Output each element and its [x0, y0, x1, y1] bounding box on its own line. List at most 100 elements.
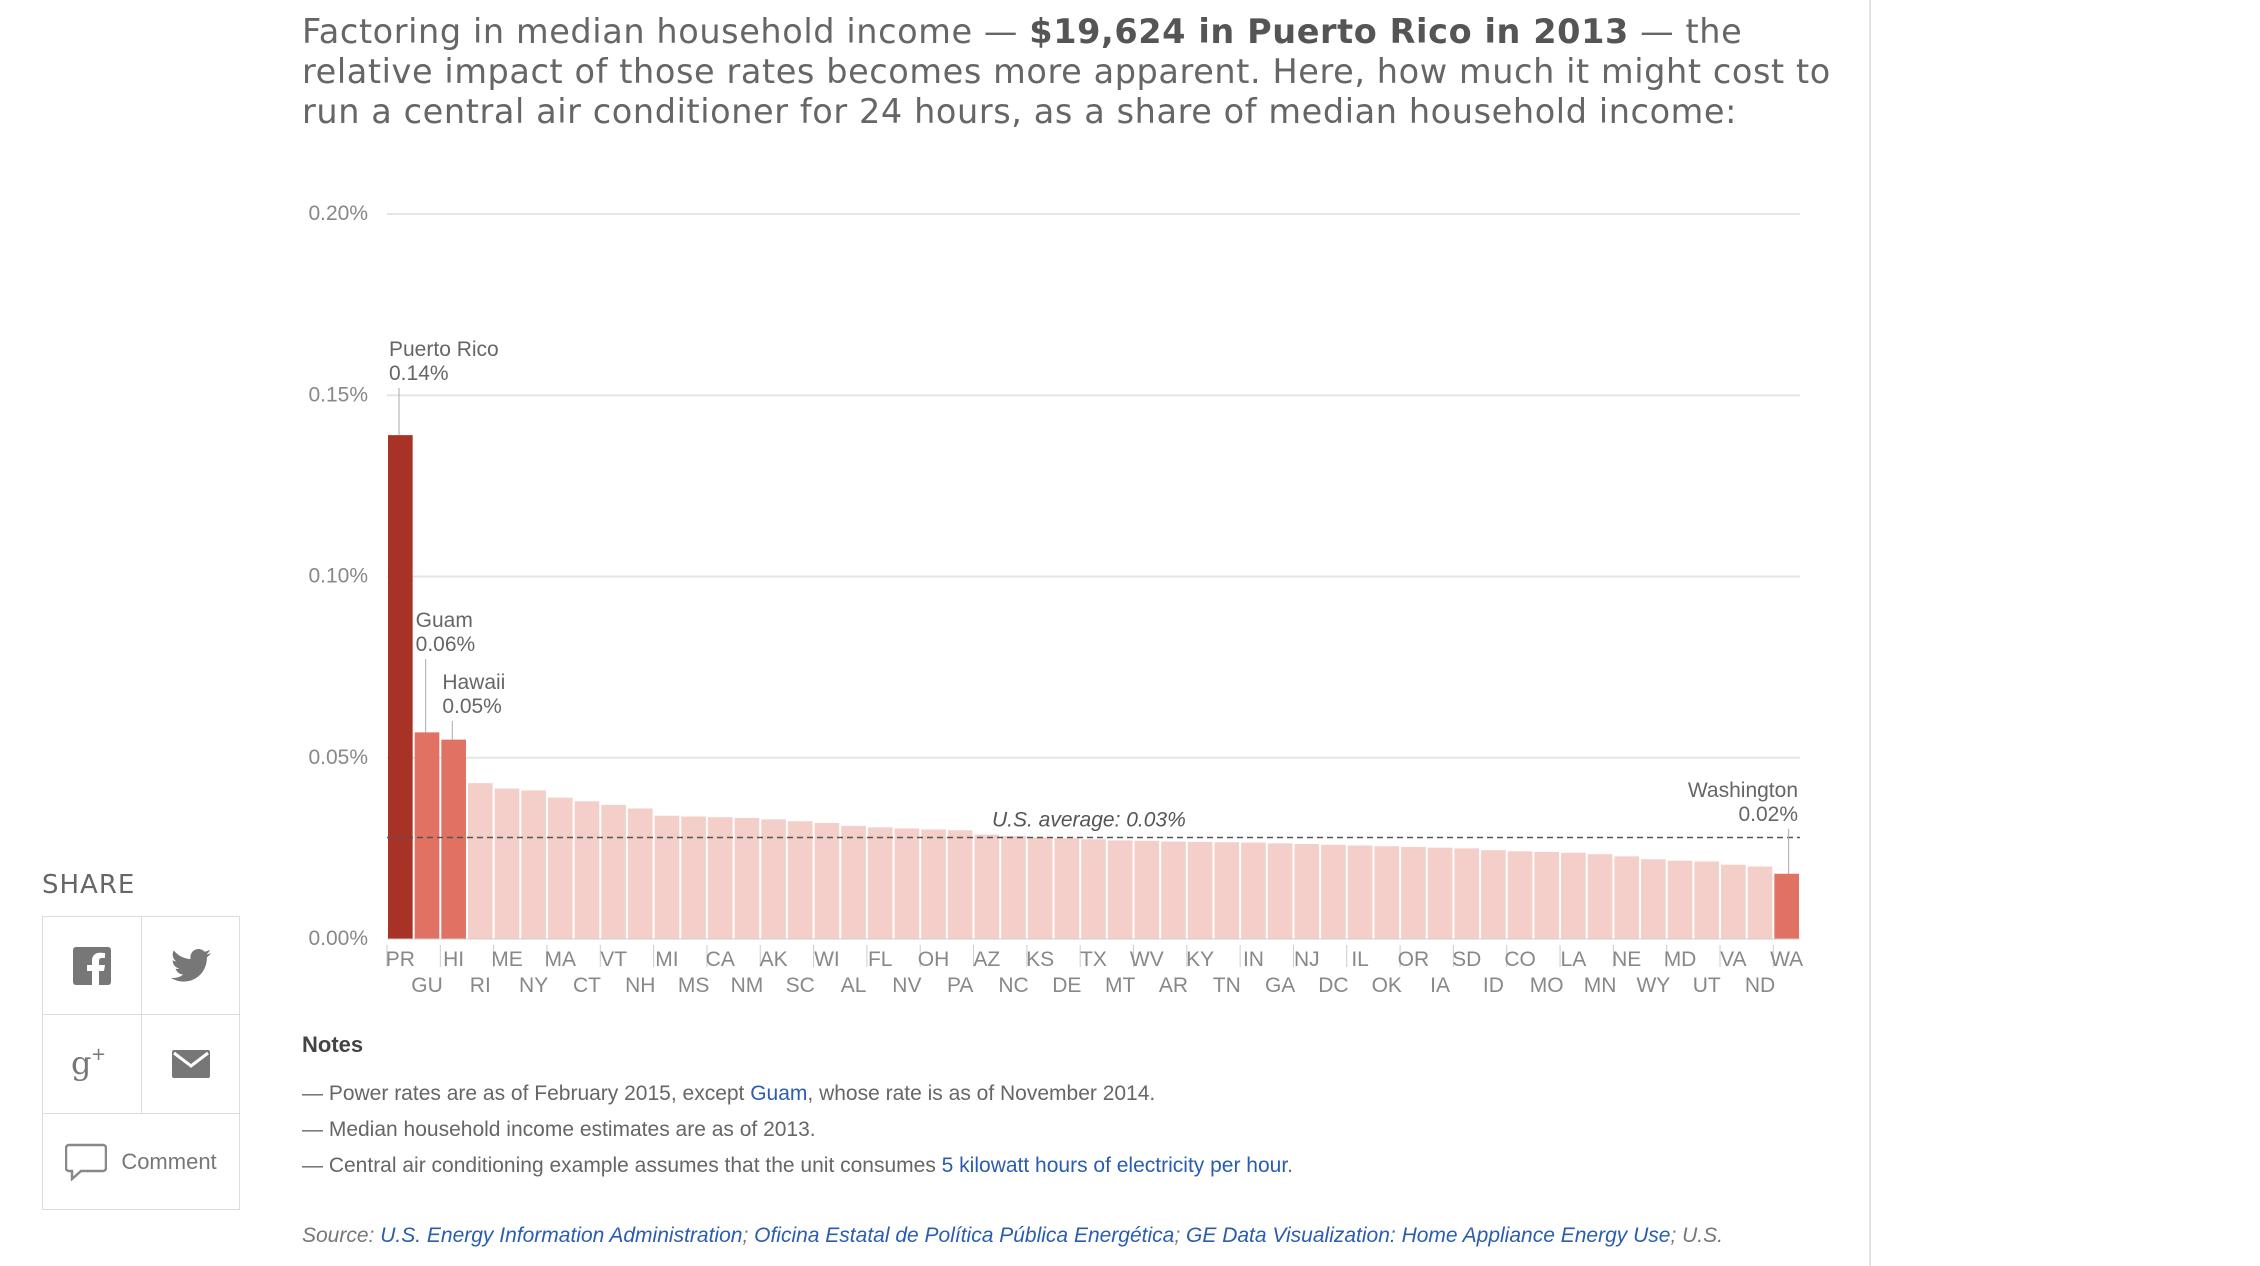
facebook-share-button[interactable]: [43, 917, 140, 1014]
bar-az: [974, 834, 1000, 939]
x-tick-label: SD: [1452, 948, 1481, 971]
annotation-value: 0.05%: [442, 695, 502, 718]
bar-md: [1667, 860, 1693, 939]
bar-sc: [787, 821, 813, 939]
x-tick-label: NM: [731, 974, 764, 997]
x-tick-label: NY: [519, 974, 548, 997]
bar-wv: [1134, 840, 1160, 939]
bar-ny: [521, 790, 546, 939]
bar-ok: [1374, 846, 1400, 939]
share-grid-vertical-line: [141, 917, 142, 1113]
share-panel: g + Comment: [42, 916, 240, 1210]
x-tick-label: ME: [491, 948, 523, 971]
bar-oh: [921, 829, 946, 939]
bar-nh: [627, 808, 653, 939]
bar-mn: [1587, 854, 1613, 939]
bar-ut: [1694, 861, 1720, 939]
x-tick-label: KY: [1186, 948, 1214, 971]
annotation-value: 0.14%: [389, 362, 449, 385]
bar-id: [1481, 850, 1506, 939]
guam-link[interactable]: Guam: [750, 1082, 808, 1105]
twitter-icon: [170, 948, 211, 982]
x-tick-label: DC: [1318, 974, 1348, 997]
note-income: — Median household income estimates are …: [302, 1118, 816, 1141]
y-tick-label: 0.10%: [308, 565, 368, 588]
x-tick-label: LA: [1561, 948, 1587, 971]
x-tick-label: MS: [678, 974, 710, 997]
bar-ga: [1267, 843, 1293, 939]
facebook-icon: [72, 946, 111, 985]
x-tick-label: CO: [1504, 948, 1536, 971]
x-tick-label: OH: [918, 948, 950, 971]
google-plus-icon: g +: [71, 1044, 106, 1082]
bar-va: [1721, 864, 1746, 939]
x-tick-label: AZ: [973, 948, 1000, 971]
x-tick-label: NH: [625, 974, 655, 997]
x-tick-label: MT: [1105, 974, 1135, 997]
annotation-name: Puerto Rico: [389, 338, 499, 361]
x-tick-label: SC: [786, 974, 815, 997]
x-tick-label: FL: [868, 948, 893, 971]
x-tick-label: MA: [545, 948, 577, 971]
x-tick-label: AL: [841, 974, 867, 997]
x-tick-label: IL: [1351, 948, 1369, 971]
annotation-value: 0.06%: [416, 633, 476, 656]
eia-link[interactable]: U.S. Energy Information Administration: [380, 1224, 743, 1247]
x-tick-label: OR: [1398, 948, 1430, 971]
svg-text:g: g: [71, 1044, 91, 1082]
y-tick-label: 0.05%: [308, 746, 368, 769]
bar-ia: [1427, 847, 1453, 939]
bar-wy: [1641, 859, 1666, 939]
bar-in: [1241, 842, 1266, 939]
y-tick-label: 0.20%: [308, 202, 368, 225]
bar-de: [1054, 838, 1080, 939]
bar-ri: [467, 783, 493, 939]
bar-ma: [547, 797, 573, 939]
bar-ks: [1027, 837, 1053, 939]
y-tick-label: 0.00%: [308, 927, 368, 950]
x-tick-label: AR: [1159, 974, 1188, 997]
x-tick-label: HI: [443, 948, 464, 971]
bar-wa: [1774, 873, 1799, 939]
bar-mi: [654, 815, 680, 939]
bar-gu: [414, 732, 440, 939]
x-tick-label: IA: [1430, 974, 1450, 997]
y-tick-label: 0.15%: [308, 383, 368, 406]
ge-link[interactable]: GE Data Visualization: Home Appliance En…: [1186, 1224, 1671, 1247]
intro-highlight: $19,624 in Puerto Rico in 2013: [1029, 12, 1629, 51]
bar-mo: [1534, 852, 1560, 939]
note-ac: — Central air conditioning example assum…: [302, 1148, 1293, 1184]
email-share-button[interactable]: [142, 1015, 239, 1112]
bar-vt: [601, 804, 626, 939]
intro-text-after: — the relative impact of those rates bec…: [302, 12, 1831, 131]
intro-text-before: Factoring in median household income —: [302, 12, 1030, 51]
x-tick-label: WA: [1770, 948, 1803, 971]
x-tick-label: NE: [1612, 948, 1641, 971]
x-tick-label: OK: [1372, 974, 1402, 997]
x-tick-label: CA: [706, 948, 735, 971]
source-sep-1: ;: [742, 1224, 755, 1247]
x-tick-label: ID: [1483, 974, 1504, 997]
x-tick-label: GU: [411, 974, 443, 997]
comment-button[interactable]: Comment: [43, 1114, 239, 1209]
x-tick-label: VT: [600, 948, 627, 971]
share-title: SHARE: [42, 870, 136, 900]
twitter-share-button[interactable]: [142, 917, 239, 1014]
bar-ca: [707, 817, 733, 939]
google-plus-share-button[interactable]: g +: [43, 1015, 140, 1112]
bar-me: [494, 788, 520, 939]
bar-fl: [867, 827, 893, 939]
bar-co: [1507, 851, 1533, 939]
average-label: U.S. average: 0.03%: [992, 809, 1186, 832]
kilowatt-link[interactable]: 5 kilowatt hours of electricity per hour: [941, 1154, 1288, 1177]
annotation-name: Washington: [1688, 779, 1798, 802]
x-tick-label: VA: [1720, 948, 1746, 971]
bar-nc: [1001, 836, 1026, 939]
note-3-text: — Central air conditioning example assum…: [302, 1154, 942, 1177]
x-tick-label: WY: [1636, 974, 1670, 997]
x-tick-label: MD: [1664, 948, 1697, 971]
bar-ky: [1187, 841, 1213, 939]
x-tick-label: NJ: [1294, 948, 1320, 971]
oficina-link[interactable]: Oficina Estatal de Política Pública Ener…: [754, 1224, 1175, 1247]
x-tick-label: MI: [655, 948, 678, 971]
